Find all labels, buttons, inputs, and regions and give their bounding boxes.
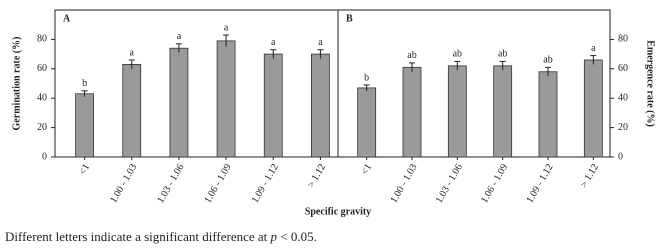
y-tick-label: 80 — [618, 34, 628, 45]
y-tick-label: 60 — [618, 63, 628, 74]
panel-frame — [337, 9, 611, 158]
x-tick-label: > 1.12 — [306, 162, 328, 190]
significance-letter: a — [271, 37, 276, 48]
x-tick-label: 1.06 - 1.09 — [202, 162, 233, 205]
bar — [493, 65, 513, 158]
significance-letter: ab — [453, 49, 462, 60]
y-tick-label: 40 — [618, 92, 628, 103]
x-tick-label: 1.00 - 1.03 — [108, 162, 139, 205]
significance-letter: a — [591, 43, 596, 54]
bar — [583, 59, 603, 158]
x-tick-label: 1.00 - 1.03 — [388, 162, 419, 205]
bar — [75, 93, 94, 158]
y-tick-label: 80 — [37, 34, 47, 45]
x-tick-label: <1 — [77, 162, 92, 177]
bar — [122, 63, 142, 158]
significance-letter: a — [318, 37, 323, 48]
significance-letter: a — [177, 31, 182, 42]
significance-letter: ab — [498, 49, 507, 60]
x-axis-title: Specific gravity — [305, 206, 371, 217]
caption-text: < 0.05. — [280, 229, 317, 244]
caption: Different letters indicate a significant… — [5, 229, 317, 244]
y-axis-title: Germination rate (%) — [11, 37, 22, 131]
y-tick-label: 40 — [37, 92, 47, 103]
y-tick-label: 0 — [618, 151, 623, 162]
y-tick-label: 0 — [42, 151, 47, 162]
x-tick-label: 1.06 - 1.09 — [479, 162, 510, 205]
bar — [216, 40, 236, 158]
panel-label: B — [346, 13, 353, 24]
x-tick-label: <1 — [359, 162, 374, 177]
significance-letter: ab — [543, 55, 552, 66]
panel-label: A — [63, 13, 71, 24]
significance-letter: a — [130, 47, 135, 58]
significance-letter: b — [82, 78, 87, 89]
bar — [169, 47, 189, 158]
bar — [447, 65, 467, 158]
bar — [263, 53, 283, 158]
x-tick-label: 1.03 - 1.06 — [155, 162, 186, 205]
bar — [311, 53, 330, 158]
x-tick-label: 1.09 - 1.12 — [524, 162, 555, 205]
significance-letter: b — [364, 72, 369, 83]
bar — [402, 66, 422, 158]
y-tick-label: 60 — [37, 63, 47, 74]
significance-letter: ab — [407, 50, 416, 61]
caption-text: Different letters indicate a significant… — [5, 229, 268, 244]
panel-frame — [54, 9, 339, 158]
bar — [357, 87, 377, 158]
significance-letter: a — [224, 22, 229, 33]
caption-variable: p — [270, 229, 278, 244]
bar — [538, 71, 558, 158]
y-tick-label: 20 — [37, 122, 47, 133]
x-tick-label: 1.09 - 1.12 — [250, 162, 281, 205]
y-axis-title: Emergence rate (%) — [645, 40, 656, 127]
x-tick-label: > 1.12 — [579, 162, 601, 190]
x-tick-label: 1.03 - 1.06 — [434, 162, 465, 205]
y-tick-label: 20 — [618, 122, 628, 133]
